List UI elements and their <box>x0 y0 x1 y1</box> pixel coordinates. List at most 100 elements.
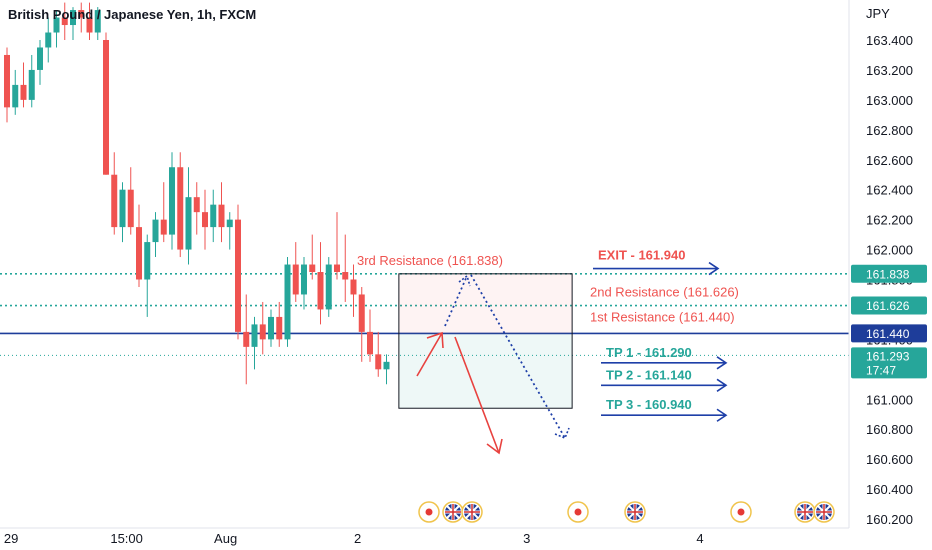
candle-body <box>251 324 258 347</box>
annotation-label: TP 3 - 160.940 <box>606 397 692 412</box>
annotation-label: TP 2 - 161.140 <box>606 367 692 382</box>
projected-path-down <box>470 274 566 439</box>
japan-flag-icon[interactable] <box>418 501 440 523</box>
price-tick-label: 163.000 <box>866 93 913 108</box>
level-price-tag-bg <box>851 264 927 283</box>
time-tick-label: 2 <box>354 531 361 546</box>
time-tick-labels: 29 15:00 Aug 2 3 4 <box>4 531 704 546</box>
economic-event-flags[interactable] <box>418 501 835 523</box>
annotation-label: EXIT - 161.940 <box>598 248 685 263</box>
price-tick-label: 160.600 <box>866 452 913 467</box>
japan-sun <box>574 508 582 516</box>
position-box-layer <box>398 273 573 409</box>
uk-flag-icon[interactable] <box>794 501 816 523</box>
japan-flag-icon[interactable] <box>567 501 589 523</box>
candle-body <box>284 264 291 340</box>
price-tick-label: 162.400 <box>866 183 913 198</box>
candle-body <box>218 204 225 228</box>
price-tick-label: 162.200 <box>866 213 913 228</box>
time-tick-label: 4 <box>696 531 703 546</box>
candle-body <box>37 47 43 70</box>
price-tick-label: 160.400 <box>866 482 913 497</box>
candle-body <box>12 84 19 108</box>
candle-body <box>334 264 340 273</box>
bounce-arrow-head <box>426 331 444 349</box>
candle-body <box>127 189 134 228</box>
price-tick-label: 160.200 <box>866 512 913 527</box>
current-price-tag: 161.293 <box>866 349 910 363</box>
candle-body <box>367 331 373 355</box>
time-tick-label: 15:00 <box>110 531 143 546</box>
candle-body <box>144 242 151 280</box>
uk-flag-icon[interactable] <box>624 501 646 523</box>
candle-body <box>383 361 390 370</box>
japan-sun <box>737 508 745 516</box>
candle-body <box>160 219 167 235</box>
annotation-label: 3rd Resistance (161.838) <box>357 253 503 268</box>
projected-path-up-head <box>458 274 471 287</box>
candle-body <box>94 10 101 33</box>
candle-body <box>70 10 76 26</box>
candle-body <box>301 264 307 295</box>
price-tick-label: 163.200 <box>866 63 913 78</box>
annotation-label: 2nd Resistance (161.626) <box>590 285 739 300</box>
candle-body <box>375 354 382 370</box>
candle-body <box>78 10 85 18</box>
candle-body <box>259 324 266 340</box>
candle-body <box>276 316 283 340</box>
japan-sun <box>425 508 433 516</box>
tp3-arrow-head <box>716 408 728 422</box>
time-tick-label: 29 <box>4 531 18 546</box>
candle-body <box>243 331 250 347</box>
candle-body <box>235 219 241 332</box>
candle-body <box>268 316 274 340</box>
time-tick-label: Aug <box>214 531 237 546</box>
position-box-border <box>398 273 573 409</box>
price-tick-label: 161.000 <box>866 392 913 407</box>
time-axis[interactable]: 29 15:00 Aug 2 3 4 <box>0 527 849 546</box>
uk-flag-icon[interactable] <box>461 501 483 523</box>
candle-body <box>111 174 118 228</box>
candle-body <box>185 197 192 250</box>
currency-label: JPY <box>866 6 890 21</box>
uk-flag-icon[interactable] <box>442 501 464 523</box>
uk-flag-icon[interactable] <box>813 501 835 523</box>
level-price-tag: 161.626 <box>866 299 910 313</box>
current-price-tag-bg <box>851 347 927 379</box>
bounce-arrow <box>416 332 443 377</box>
price-axis[interactable]: JPY 163.400 163.200 163.000 162.800 162.600 1… <box>848 0 932 528</box>
candle-body <box>86 17 93 33</box>
candles-layer <box>4 2 390 385</box>
stop-zone <box>398 273 573 334</box>
candle-body <box>350 279 357 295</box>
level-price-tag: 161.838 <box>866 267 910 281</box>
candle-body <box>103 40 109 175</box>
projected-path-up <box>444 275 468 327</box>
target-zone <box>398 333 573 409</box>
candle-body <box>202 212 208 228</box>
candle-body <box>309 264 316 273</box>
japan-flag-icon[interactable] <box>730 501 752 523</box>
price-tick-label: 162.000 <box>866 243 913 258</box>
bar-countdown: 17:47 <box>866 363 896 377</box>
price-tick-label: 162.600 <box>866 153 913 168</box>
projected-path-down-head <box>554 427 570 440</box>
candle-body <box>20 84 27 100</box>
tp1-arrow-head <box>716 356 728 370</box>
candle-body <box>358 294 365 332</box>
level-price-tag-bg <box>851 296 927 315</box>
price-tick-label: 163.400 <box>866 33 913 48</box>
candle-body <box>342 272 349 280</box>
candle-body <box>169 167 175 235</box>
tp2-arrow-head <box>716 378 728 392</box>
time-tick-label: 3 <box>523 531 530 546</box>
level-price-tag-bg <box>851 324 927 343</box>
drop-arrow-head <box>486 438 503 455</box>
candle-body <box>177 167 184 250</box>
candle-body <box>28 69 35 100</box>
candle-body <box>226 219 233 228</box>
exit-arrow-head <box>708 261 720 276</box>
annotation-label: TP 1 - 161.290 <box>606 345 692 360</box>
drawings-layer: 3rd Resistance (161.838) 2nd Resistance (… <box>357 248 739 455</box>
